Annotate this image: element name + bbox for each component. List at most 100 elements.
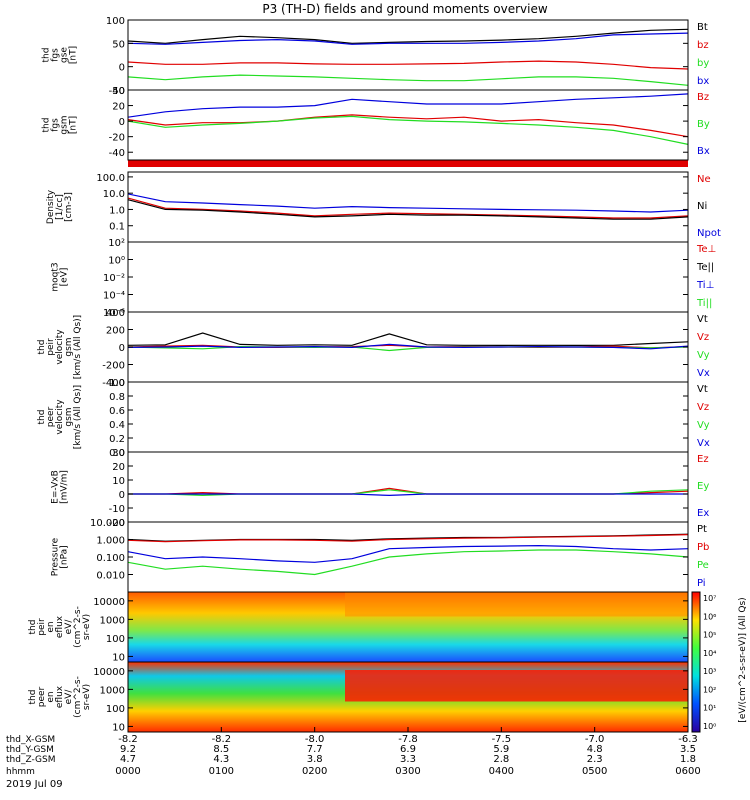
y-axis-label: eV/	[64, 689, 74, 705]
y-tick-label: -20	[109, 518, 125, 529]
y-axis-label: [km/s (All Qs)]	[73, 315, 83, 379]
y-tick-label: 20	[112, 462, 125, 473]
time-axis: thd_X-GSMthd_Y-GSMthd_Z-GSMhhmm-8.29.24.…	[6, 727, 701, 777]
time-tick-label: -7.5	[492, 734, 512, 745]
time-tick-label: 4.8	[587, 744, 603, 755]
colorbar: 10⁷ 10⁶ 10⁵ 10⁴ 10³ 10² 10¹ 10⁰ [eV/(cm^2-s-sr-e…	[691, 591, 748, 733]
time-tick-label: 2.3	[587, 754, 603, 765]
y-tick-label: 10⁰	[108, 256, 125, 267]
panel-frame	[127, 241, 689, 313]
y-tick-label: 0.100	[96, 553, 125, 564]
y-tick-label: 10.0	[103, 189, 125, 200]
time-tick-label: -8.2	[212, 734, 232, 745]
y-tick-label: 10²	[108, 238, 125, 249]
legend-entry: by	[697, 58, 709, 69]
legend-entry: Vt	[697, 384, 708, 395]
y-axis-label: gsm	[64, 337, 74, 356]
time-tick-label: 0200	[302, 766, 327, 777]
legend-entry: Pi	[697, 578, 706, 589]
time-tick-label: 0000	[115, 766, 140, 777]
legend-entry: Vy	[697, 350, 710, 361]
legend-entry: Bz	[697, 92, 709, 103]
panel-peer_vel: 0.0 0.2 0.4 0.6 0.8 1.0 thd peer velocity gsm [km/…	[37, 378, 710, 459]
time-tick-label: 0300	[395, 766, 420, 777]
y-axis-label: (cm^2-s-	[73, 676, 83, 718]
time-tick-label: -7.0	[585, 734, 605, 745]
y-axis-label: sr-eV)	[82, 614, 92, 640]
series-line-bx	[127, 32, 689, 45]
y-tick-label: 100	[106, 634, 125, 645]
y-tick-label: -10	[109, 504, 125, 515]
legend-entry: Pt	[697, 524, 707, 535]
legend-entry: Vz	[697, 332, 709, 343]
series-line-Vx	[127, 343, 689, 350]
time-tick-label: 9.2	[120, 744, 136, 755]
y-axis-label: moqt3	[51, 262, 61, 291]
colorbar-tick-label: 10⁷	[703, 594, 716, 603]
panel-frame	[127, 381, 689, 453]
time-tick-label: 1.8	[680, 754, 696, 765]
series-line-Ex	[128, 493, 688, 497]
time-axis-row-label: thd_Y-GSM	[6, 745, 54, 755]
y-axis-label: fgs	[51, 118, 61, 132]
y-tick-label: 0	[119, 490, 125, 501]
y-tick-label: -400	[102, 378, 125, 389]
time-tick-label: 2.8	[493, 754, 509, 765]
series-line-Pi	[127, 544, 689, 563]
y-tick-label: 20	[112, 102, 125, 113]
y-tick-label: 1000	[100, 685, 125, 696]
y-axis-label: [nT]	[69, 46, 79, 64]
y-tick-label: 1000	[100, 615, 125, 626]
y-axis-label: thd	[42, 48, 52, 63]
y-axis-label: peer	[46, 406, 56, 427]
y-tick-label: -20	[109, 133, 125, 144]
panel-frame	[127, 171, 689, 243]
series-line-bz	[127, 60, 689, 70]
y-tick-label: 1.000	[96, 536, 125, 547]
y-tick-label: 0.8	[109, 392, 125, 403]
legend-entry: Pe	[697, 560, 709, 571]
y-tick-label: 0	[119, 117, 125, 128]
y-axis-label: thd	[28, 690, 38, 705]
time-tick-label: 6.9	[400, 744, 416, 755]
panel-fgs: -50 0 50 100 thd fgs gse [nT] Bt bz by bx	[42, 16, 710, 97]
y-axis-label: thd	[37, 340, 47, 355]
y-axis-label: eflux	[55, 615, 65, 638]
time-tick-label: 4.3	[213, 754, 229, 765]
series-line-Ni	[127, 199, 689, 220]
y-axis-label: velocity	[55, 329, 65, 365]
y-tick-label: 40	[112, 86, 125, 97]
y-axis-label: sr-eV)	[82, 684, 92, 710]
time-tick-label: 0500	[582, 766, 607, 777]
legend-entry: Pb	[697, 542, 709, 553]
y-axis-label: eV/	[64, 619, 74, 635]
y-axis-label: en	[46, 621, 56, 632]
legend-entry: Ti⊥	[696, 280, 714, 291]
heatmap-region	[345, 592, 688, 617]
y-tick-label: 50	[112, 39, 125, 50]
y-tick-label: 10	[112, 722, 125, 733]
y-tick-label: 30	[112, 448, 125, 459]
y-axis-label: E=-VxB	[51, 470, 61, 504]
legend-entry: Vx	[697, 438, 710, 449]
y-tick-label: 10.000	[90, 518, 125, 529]
y-tick-label: 1.0	[109, 205, 125, 216]
y-axis-label: [km/s (All Qs)]	[73, 385, 83, 449]
y-axis-label: gse	[60, 47, 70, 63]
colorbar-tick-label: 10⁰	[703, 722, 716, 731]
y-axis-label: thd	[37, 410, 47, 425]
colorbar-label: [eV/(cm^2-s-sr-eV)] (All Qs)	[738, 597, 748, 722]
y-tick-label: -200	[102, 361, 125, 372]
legend-entry: By	[697, 119, 710, 130]
legend-entry: bz	[697, 40, 709, 51]
y-axis-label: velocity	[55, 399, 65, 435]
y-axis-label: [eV]	[60, 268, 70, 287]
y-tick-label: 10000	[93, 667, 125, 678]
time-tick-label: 0400	[489, 766, 514, 777]
legend-entry: bx	[697, 76, 709, 87]
legend-entry: Vy	[697, 420, 710, 431]
colorbar-tick-label: 10⁴	[703, 649, 716, 658]
series-line-Npot	[127, 193, 689, 213]
legend-entry: Te||	[696, 262, 714, 273]
